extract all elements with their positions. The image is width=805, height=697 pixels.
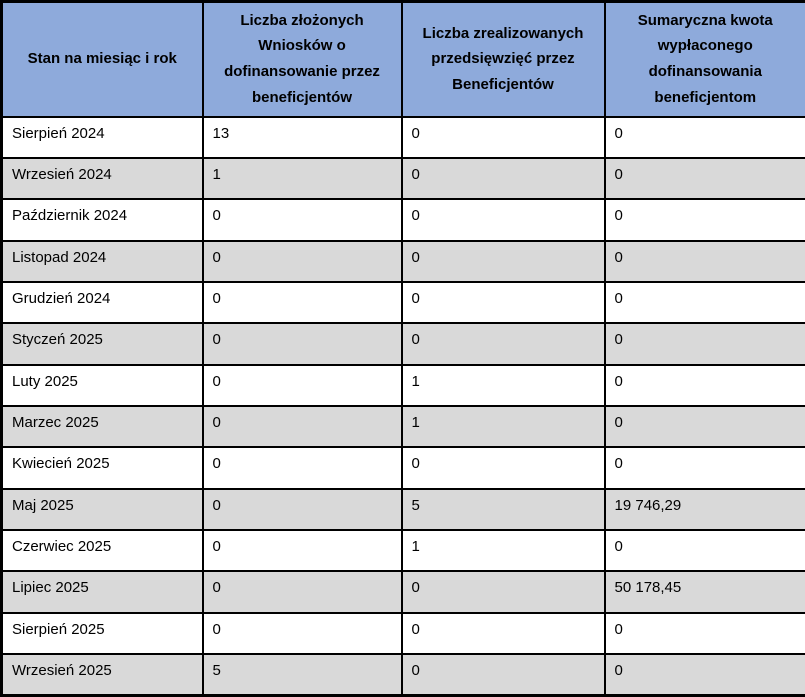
cell-amount: 0 [603, 611, 805, 655]
table-row: Sierpień 2024 13 0 0 [0, 115, 805, 159]
cell-amount: 19 746,29 [603, 487, 805, 531]
cell-completed: 0 [400, 156, 606, 201]
table-row: Styczeń 2025 0 0 0 [0, 322, 805, 366]
cell-completed: 5 [400, 487, 606, 531]
cell-amount: 0 [603, 239, 805, 283]
cell-month: Lipiec 2025 [0, 570, 204, 614]
cell-applications: 0 [201, 280, 403, 325]
cell-completed: 0 [400, 611, 606, 655]
cell-amount: 0 [603, 115, 805, 159]
cell-month: Czerwiec 2025 [0, 528, 204, 573]
cell-applications: 0 [201, 198, 403, 242]
cell-month: Październik 2024 [0, 198, 204, 242]
cell-completed: 1 [400, 363, 606, 407]
cell-applications: 1 [201, 156, 403, 201]
table-row: Luty 2025 0 1 0 [0, 363, 805, 407]
cell-amount: 50 178,45 [603, 570, 805, 614]
cell-applications: 0 [201, 528, 403, 573]
cell-month: Luty 2025 [0, 363, 204, 407]
cell-completed: 0 [400, 570, 606, 614]
cell-applications: 0 [201, 487, 403, 531]
cell-month: Wrzesień 2025 [0, 652, 204, 697]
cell-applications: 0 [201, 239, 403, 283]
cell-month: Sierpień 2025 [0, 611, 204, 655]
cell-amount: 0 [603, 322, 805, 366]
cell-month: Styczeń 2025 [0, 322, 204, 366]
table-row: Czerwiec 2025 0 1 0 [0, 528, 805, 573]
table-row: Lipiec 2025 0 0 50 178,45 [0, 570, 805, 614]
table-row: Kwiecień 2025 0 0 0 [0, 446, 805, 490]
table-row: Marzec 2025 0 1 0 [0, 404, 805, 449]
cell-amount: 0 [603, 446, 805, 490]
cell-amount: 0 [603, 280, 805, 325]
cell-month: Grudzień 2024 [0, 280, 204, 325]
cell-applications: 0 [201, 570, 403, 614]
table-row: Maj 2025 0 5 19 746,29 [0, 487, 805, 531]
column-header-amount: Sumaryczna kwota wypłaconego dofinansowa… [603, 0, 805, 118]
table-row: Wrzesień 2024 1 0 0 [0, 156, 805, 201]
cell-month: Wrzesień 2024 [0, 156, 204, 201]
cell-amount: 0 [603, 528, 805, 573]
cell-completed: 0 [400, 652, 606, 697]
cell-completed: 0 [400, 198, 606, 242]
cell-completed: 0 [400, 280, 606, 325]
cell-month: Kwiecień 2025 [0, 446, 204, 490]
table-row: Grudzień 2024 0 0 0 [0, 280, 805, 325]
cell-applications: 0 [201, 446, 403, 490]
cell-applications: 13 [201, 115, 403, 159]
cell-month: Sierpień 2024 [0, 115, 204, 159]
cell-applications: 5 [201, 652, 403, 697]
column-header-month: Stan na miesiąc i rok [0, 0, 204, 118]
cell-amount: 0 [603, 652, 805, 697]
cell-month: Marzec 2025 [0, 404, 204, 449]
cell-completed: 0 [400, 322, 606, 366]
header-row: Stan na miesiąc i rok Liczba złożonych W… [0, 0, 805, 118]
cell-applications: 0 [201, 404, 403, 449]
cell-completed: 0 [400, 239, 606, 283]
cell-completed: 0 [400, 115, 606, 159]
table-row: Październik 2024 0 0 0 [0, 198, 805, 242]
cell-applications: 0 [201, 363, 403, 407]
table-row: Listopad 2024 0 0 0 [0, 239, 805, 283]
cell-month: Maj 2025 [0, 487, 204, 531]
cell-month: Listopad 2024 [0, 239, 204, 283]
cell-completed: 1 [400, 528, 606, 573]
cell-applications: 0 [201, 611, 403, 655]
cell-amount: 0 [603, 198, 805, 242]
cell-completed: 0 [400, 446, 606, 490]
table-row: Wrzesień 2025 5 0 0 [0, 652, 805, 697]
cell-completed: 1 [400, 404, 606, 449]
column-header-applications: Liczba złożonych Wniosków o dofinansowan… [201, 0, 403, 118]
table-row: Sierpień 2025 0 0 0 [0, 611, 805, 655]
cell-amount: 0 [603, 404, 805, 449]
cell-amount: 0 [603, 156, 805, 201]
column-header-completed: Liczba zrealizowanych przedsięwzięć prze… [400, 0, 606, 118]
cell-applications: 0 [201, 322, 403, 366]
cell-amount: 0 [603, 363, 805, 407]
